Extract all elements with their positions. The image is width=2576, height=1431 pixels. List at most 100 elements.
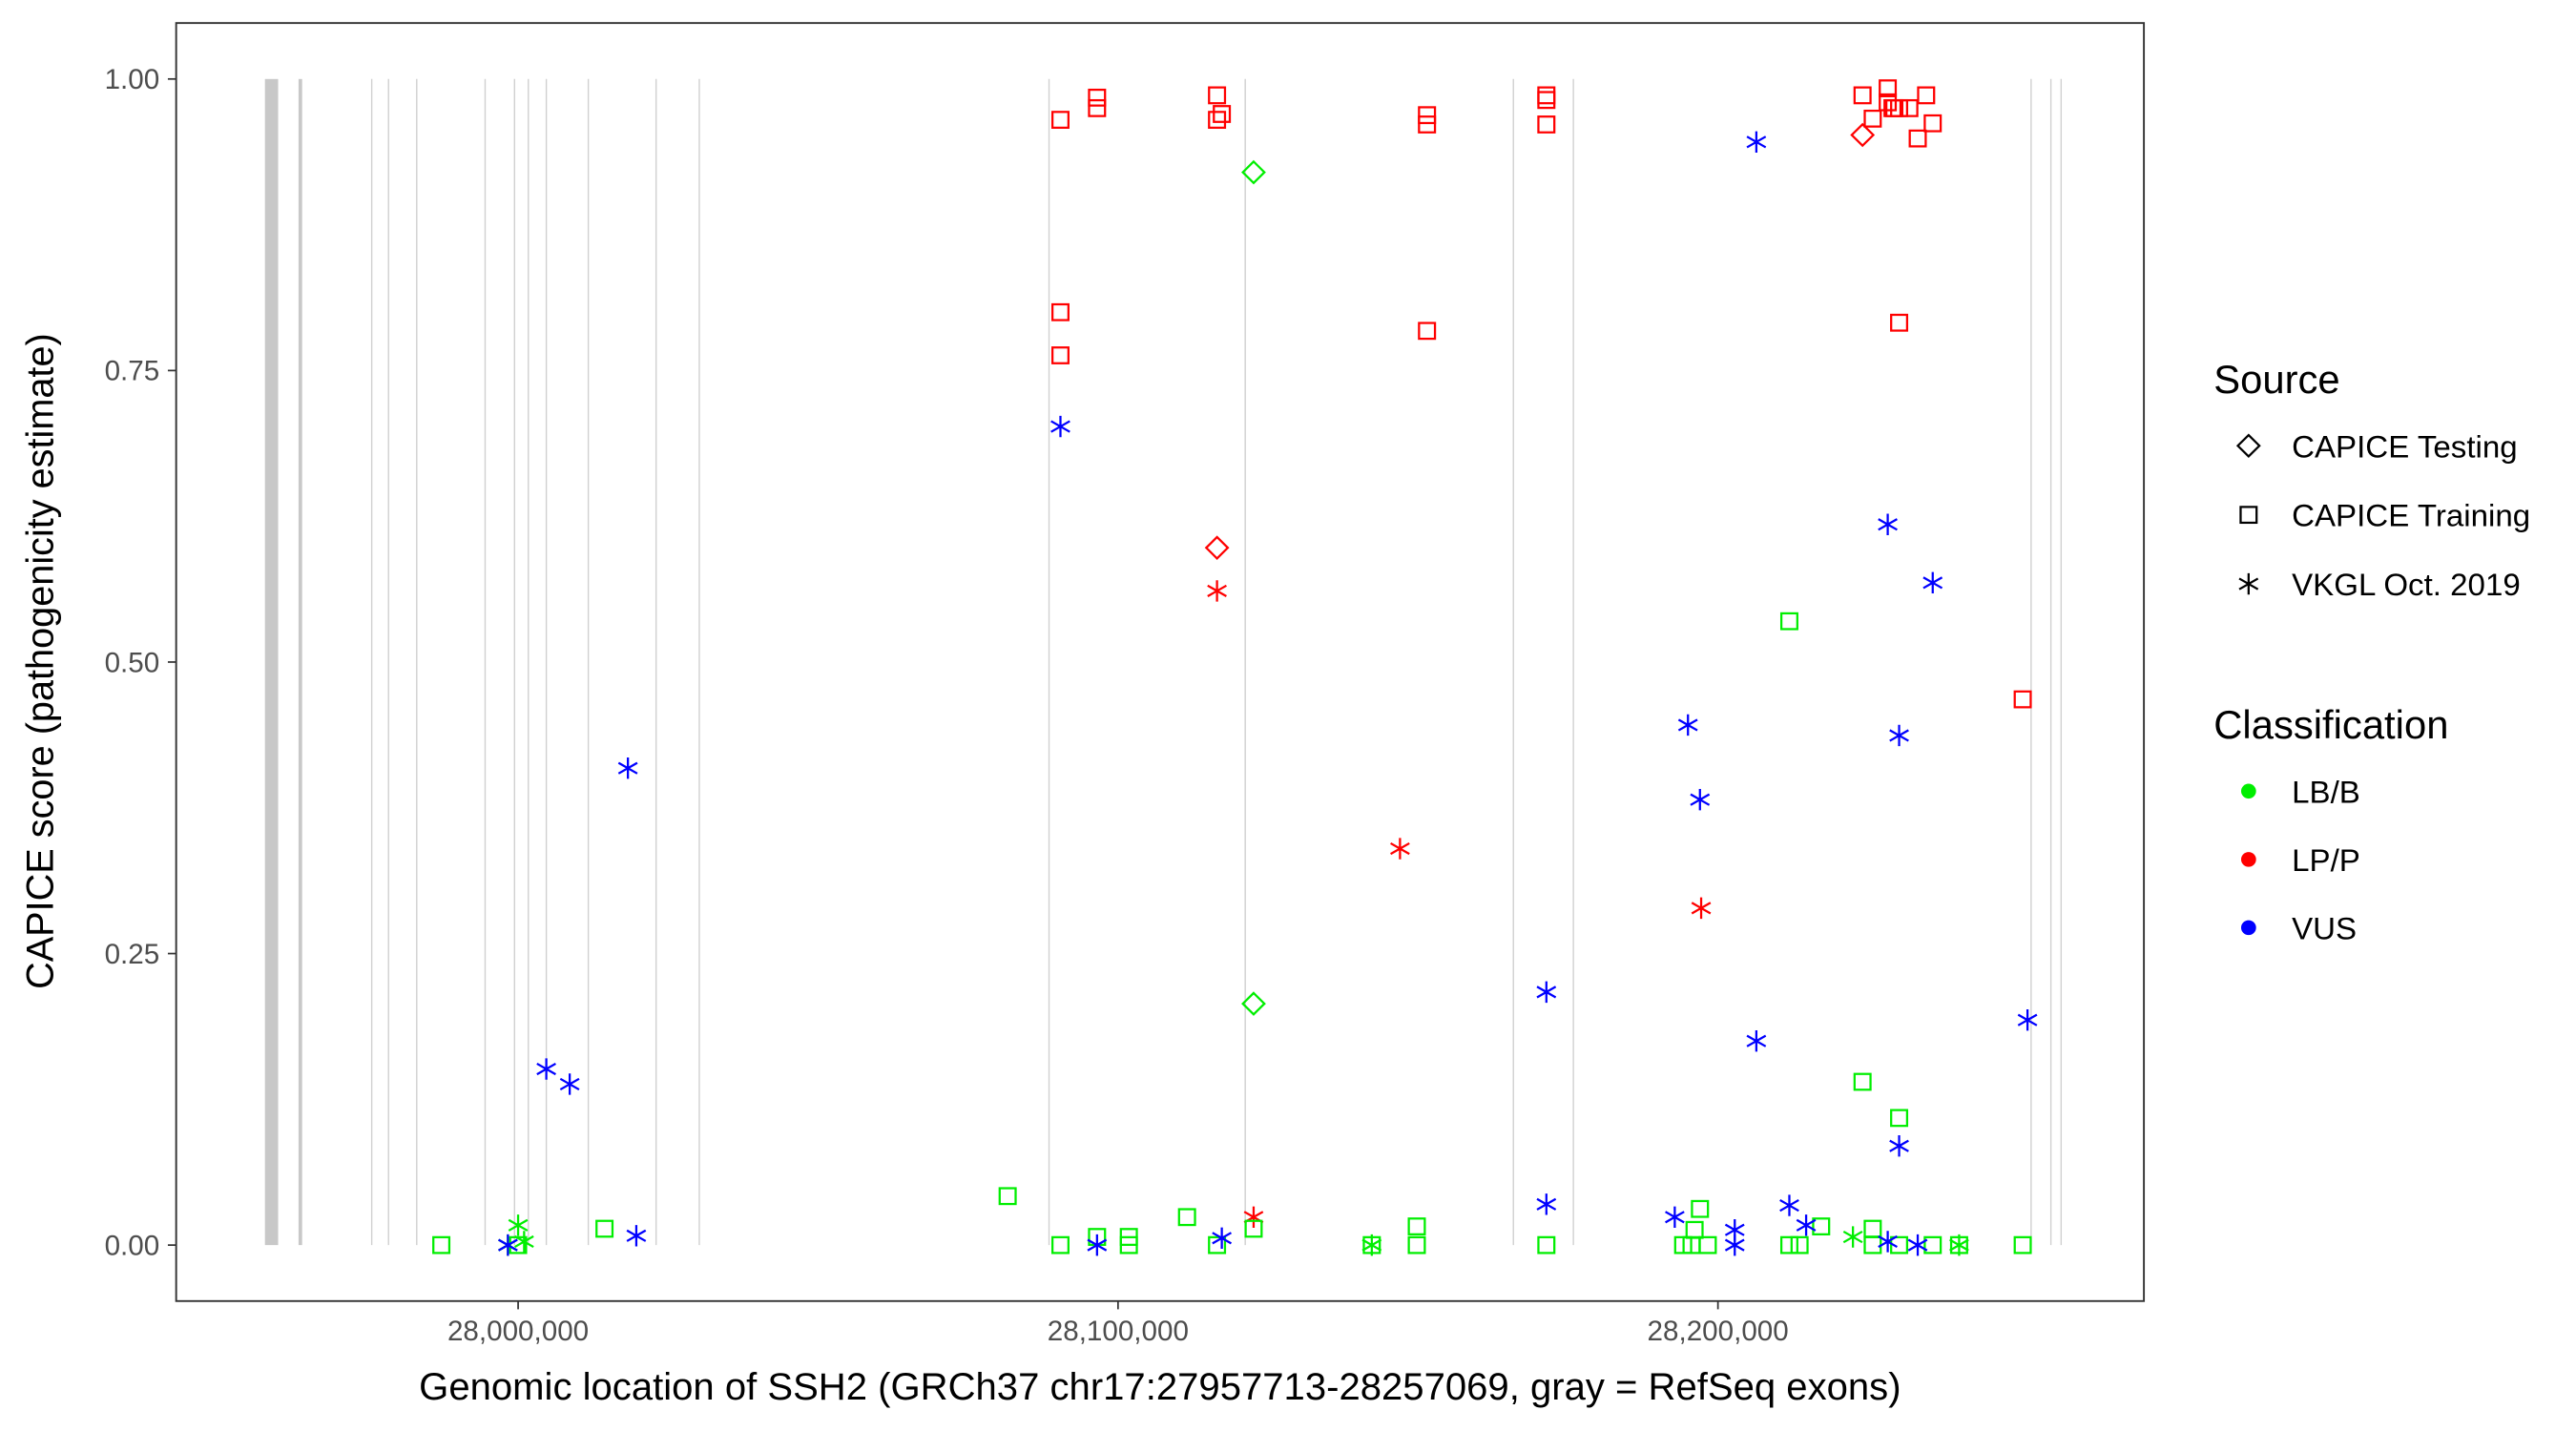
square-marker bbox=[1685, 1220, 1704, 1239]
asterisk-marker bbox=[1087, 1234, 1108, 1256]
data-point bbox=[1088, 98, 1107, 117]
data-point bbox=[1685, 1220, 1704, 1239]
data-point bbox=[2017, 1009, 2038, 1031]
square-marker bbox=[1812, 1217, 1831, 1235]
data-point bbox=[1890, 313, 1909, 332]
data-point bbox=[1853, 86, 1872, 105]
diamond-marker bbox=[1850, 122, 1876, 148]
square-marker bbox=[1900, 98, 1919, 117]
y-tick-label: 0.50 bbox=[105, 647, 160, 678]
data-point bbox=[1949, 1234, 1969, 1256]
data-point bbox=[595, 1219, 614, 1238]
data-point bbox=[1812, 1217, 1831, 1235]
asterisk-marker bbox=[559, 1073, 580, 1095]
points-layer bbox=[432, 79, 2038, 1256]
x-tick-label: 28,200,000 bbox=[1648, 1316, 1789, 1347]
square-marker bbox=[432, 1235, 451, 1255]
square-marker bbox=[2239, 506, 2258, 525]
data-point bbox=[1923, 1235, 1942, 1255]
square-marker bbox=[1213, 105, 1232, 123]
asterisk-marker bbox=[1889, 724, 1909, 747]
data-point bbox=[1691, 897, 1712, 920]
asterisk-marker bbox=[1050, 415, 1070, 438]
exon-band bbox=[298, 78, 302, 1246]
square-marker bbox=[1853, 1072, 1872, 1091]
square-marker bbox=[1537, 91, 1556, 110]
asterisk-marker bbox=[1724, 1234, 1745, 1256]
data-point bbox=[1536, 981, 1557, 1004]
diamond-marker bbox=[1204, 535, 1230, 560]
square-marker bbox=[2013, 690, 2032, 709]
data-point bbox=[1878, 513, 1898, 535]
data-point bbox=[1208, 86, 1227, 105]
data-point bbox=[1241, 991, 1266, 1016]
square-marker bbox=[1119, 1235, 1138, 1255]
asterisk-marker bbox=[1779, 1194, 1799, 1216]
data-point bbox=[1879, 79, 1898, 97]
data-point bbox=[1418, 106, 1437, 125]
data-point bbox=[1537, 91, 1556, 110]
square-marker bbox=[1879, 93, 1898, 112]
asterisk-marker bbox=[2238, 572, 2259, 595]
square-marker bbox=[1908, 129, 1927, 148]
data-point bbox=[1863, 109, 1882, 128]
square-marker bbox=[595, 1219, 614, 1238]
diamond-marker bbox=[2235, 433, 2261, 459]
data-point bbox=[1119, 1235, 1138, 1255]
data-point bbox=[1390, 838, 1410, 860]
diamond-marker bbox=[1241, 991, 1266, 1016]
x-tick-label: 28,100,000 bbox=[1048, 1316, 1189, 1347]
data-point bbox=[1050, 415, 1070, 438]
square-marker bbox=[1208, 86, 1227, 105]
asterisk-marker bbox=[1677, 714, 1698, 736]
asterisk-marker bbox=[1746, 131, 1767, 154]
data-point bbox=[626, 1225, 647, 1247]
data-point bbox=[432, 1235, 451, 1255]
legend-label: CAPICE Testing bbox=[2292, 428, 2518, 464]
data-point bbox=[617, 757, 638, 779]
square-marker bbox=[1890, 1109, 1909, 1128]
legend-label: VKGL Oct. 2019 bbox=[2292, 567, 2521, 602]
legend-label: VUS bbox=[2292, 911, 2357, 946]
y-tick-label: 0.00 bbox=[105, 1231, 160, 1262]
y-tick-label: 1.00 bbox=[105, 64, 160, 95]
square-marker bbox=[1879, 79, 1898, 97]
data-point bbox=[1890, 1109, 1909, 1128]
legend-key-training bbox=[2239, 506, 2258, 525]
asterisk-marker bbox=[1390, 838, 1410, 860]
legend-dot-icon bbox=[2241, 920, 2256, 936]
square-marker bbox=[1923, 1235, 1942, 1255]
square-marker bbox=[1890, 1235, 1909, 1255]
asterisk-marker bbox=[2017, 1009, 2038, 1031]
asterisk-marker bbox=[1207, 580, 1227, 602]
data-point bbox=[1900, 98, 1919, 117]
asterisk-marker bbox=[1536, 1193, 1557, 1215]
data-point bbox=[1050, 346, 1070, 364]
asterisk-marker bbox=[1691, 897, 1712, 920]
data-point bbox=[536, 1058, 556, 1080]
square-marker bbox=[1698, 1235, 1717, 1255]
x-tick-label: 28,000,000 bbox=[447, 1316, 589, 1347]
square-marker bbox=[1890, 313, 1909, 332]
square-marker bbox=[1537, 1235, 1556, 1255]
data-point bbox=[1746, 1030, 1767, 1052]
legend: Source CAPICE Testing CAPICE Training VKGL… bbox=[2213, 357, 2530, 945]
square-marker bbox=[1537, 115, 1556, 134]
data-point bbox=[1878, 1231, 1898, 1253]
asterisk-marker bbox=[1665, 1206, 1685, 1228]
y-axis-label: CAPICE score (pathogenicity estimate) bbox=[20, 333, 62, 989]
square-marker bbox=[1244, 1219, 1263, 1238]
square-marker bbox=[1853, 86, 1872, 105]
data-point bbox=[1779, 1235, 1798, 1255]
data-point bbox=[1050, 111, 1070, 129]
data-point bbox=[1779, 1194, 1799, 1216]
square-marker bbox=[1050, 1235, 1070, 1255]
data-point bbox=[1842, 1226, 1863, 1248]
data-point bbox=[1907, 1234, 1928, 1256]
data-point bbox=[1241, 159, 1266, 185]
legend-key-testing bbox=[2235, 433, 2261, 459]
square-marker bbox=[1050, 302, 1070, 321]
data-point bbox=[1889, 724, 1909, 747]
data-point bbox=[1908, 129, 1927, 148]
